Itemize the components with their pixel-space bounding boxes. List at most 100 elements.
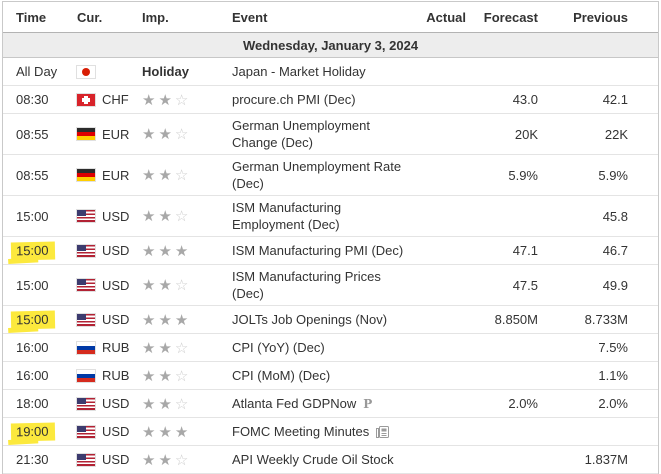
report-icon: [376, 426, 390, 438]
currency-cell: USD: [69, 424, 133, 439]
germany-flag-icon: [77, 169, 95, 181]
event-name-cell[interactable]: ISM Manufacturing Prices (Dec): [219, 265, 418, 305]
currency-cell: USD: [69, 278, 133, 293]
time-cell: 16:00: [3, 340, 69, 355]
forecast-value: 47.5: [512, 277, 538, 293]
holiday-label: Holiday: [142, 64, 189, 79]
time-cell: 15:00: [3, 310, 69, 330]
event-name-cell[interactable]: ISM Manufacturing Employment (Dec): [219, 196, 418, 236]
table-row[interactable]: 08:55 EUR ★★☆ German Unemployment Change…: [3, 114, 658, 155]
event-name[interactable]: Atlanta Fed GDPNow: [232, 395, 357, 411]
importance-cell: ★★☆: [133, 166, 219, 184]
table-row[interactable]: 08:30 CHF ★★☆ procure.ch PMI (Dec) 43.0 …: [3, 86, 658, 114]
event-name[interactable]: German Unemployment Change (Dec): [232, 118, 370, 150]
importance-star-filled-icon: ★: [158, 91, 175, 109]
russia-flag-icon: [77, 341, 95, 354]
event-name-cell[interactable]: API Weekly Crude Oil Stock: [219, 448, 418, 471]
table-row[interactable]: 16:00 RUB ★★☆ CPI (YoY) (Dec) 7.5%: [3, 334, 658, 362]
event-name-cell[interactable]: CPI (MoM) (Dec): [219, 364, 418, 387]
event-name[interactable]: Japan - Market Holiday: [232, 64, 366, 79]
table-row[interactable]: 21:30 USD ★★☆ API Weekly Crude Oil Stock…: [3, 446, 658, 474]
currency-cell: RUB: [69, 340, 133, 355]
event-name-cell[interactable]: procure.ch PMI (Dec): [219, 88, 418, 111]
event-name-cell[interactable]: ISM Manufacturing PMI (Dec): [219, 239, 418, 262]
importance-star-empty-icon: ☆: [174, 126, 192, 143]
event-name[interactable]: ISM Manufacturing PMI (Dec): [232, 243, 404, 258]
previous-value: 1.1%: [598, 368, 628, 383]
importance-star-filled-icon: ★: [142, 451, 159, 469]
event-name[interactable]: procure.ch PMI (Dec): [232, 92, 356, 107]
importance-star-filled-icon: ★: [142, 208, 159, 225]
table-row[interactable]: 15:00 USD ★★★ JOLTs Job Openings (Nov) 8…: [3, 306, 658, 334]
event-name-cell[interactable]: CPI (YoY) (Dec): [219, 336, 418, 359]
event-time: 21:30: [16, 452, 49, 467]
importance-star-filled-icon: ★: [142, 339, 159, 357]
previous-value: 5.9%: [598, 167, 628, 183]
col-header-currency[interactable]: Cur.: [77, 9, 103, 25]
event-name[interactable]: ISM Manufacturing Prices (Dec): [232, 269, 381, 301]
event-name[interactable]: CPI (YoY) (Dec): [232, 340, 325, 355]
us-flag-icon: [77, 453, 95, 466]
event-time-highlighted: 15:00: [10, 241, 55, 261]
importance-star-empty-icon: ☆: [174, 451, 192, 469]
event-name-cell[interactable]: Japan - Market Holiday: [219, 60, 418, 83]
event-name[interactable]: German Unemployment Rate (Dec): [232, 159, 402, 191]
event-time: All Day: [16, 64, 58, 79]
importance-cell: ★★☆: [133, 451, 219, 469]
importance-star-empty-icon: ☆: [174, 339, 192, 357]
event-name[interactable]: ISM Manufacturing Employment (Dec): [232, 200, 342, 232]
importance-star-filled-icon: ★: [142, 367, 159, 385]
event-rows-container: All Day Holiday Japan - Market Holiday 0…: [3, 58, 658, 474]
table-row[interactable]: 15:00 USD ★★★ ISM Manufacturing PMI (Dec…: [3, 237, 658, 265]
col-header-previous[interactable]: Previous: [573, 9, 628, 25]
event-name-cell[interactable]: JOLTs Job Openings (Nov): [219, 308, 418, 331]
previous-value: 45.8: [602, 208, 628, 224]
event-time: 18:00: [16, 396, 49, 411]
us-flag-icon: [77, 244, 95, 257]
table-row[interactable]: 15:00 USD ★★☆ ISM Manufacturing Employme…: [3, 196, 658, 237]
previous-value: 22K: [604, 126, 628, 142]
event-name-cell[interactable]: Atlanta Fed GDPNow P: [219, 392, 418, 416]
table-row[interactable]: 08:55 EUR ★★☆ German Unemployment Rate (…: [3, 155, 658, 196]
table-row[interactable]: 18:00 USD ★★☆ Atlanta Fed GDPNow P 2.0% 2…: [3, 390, 658, 418]
us-flag-icon: [77, 397, 95, 410]
col-header-time[interactable]: Time: [16, 9, 47, 25]
col-header-forecast[interactable]: Forecast: [483, 9, 538, 25]
importance-star-empty-icon: ☆: [174, 395, 192, 413]
event-time: 08:30: [16, 92, 49, 107]
event-name[interactable]: FOMC Meeting Minutes: [232, 424, 370, 439]
event-name[interactable]: JOLTs Job Openings (Nov): [232, 312, 388, 327]
time-cell: All Day: [3, 64, 69, 79]
currency-cell: RUB: [69, 368, 133, 383]
currency-cell: USD: [69, 312, 133, 327]
us-flag-icon: [77, 210, 95, 222]
table-row[interactable]: All Day Holiday Japan - Market Holiday: [3, 58, 658, 86]
event-name-cell[interactable]: FOMC Meeting Minutes: [219, 420, 418, 443]
table-row[interactable]: 19:00 USD ★★★ FOMC Meeting Minutes: [3, 418, 658, 446]
forecast-value: 43.0: [512, 92, 538, 107]
currency-code: EUR: [102, 126, 130, 142]
event-time: 15:00: [16, 208, 49, 224]
col-header-event[interactable]: Event: [232, 9, 268, 25]
importance-cell: ★★★: [133, 423, 219, 441]
event-name[interactable]: API Weekly Crude Oil Stock: [232, 452, 394, 467]
event-time-highlighted: 15:00: [10, 310, 55, 330]
col-header-actual[interactable]: Actual: [426, 9, 466, 25]
importance-star-filled-icon: ★: [142, 395, 159, 413]
time-cell: 08:30: [3, 92, 69, 107]
importance-star-empty-icon: ☆: [174, 277, 192, 294]
table-row[interactable]: 16:00 RUB ★★☆ CPI (MoM) (Dec) 1.1%: [3, 362, 658, 390]
importance-cell: ★★☆: [133, 395, 219, 413]
preliminary-icon: P: [363, 396, 373, 411]
time-cell: 15:00: [3, 278, 69, 293]
event-suffix: [369, 424, 390, 439]
table-header-row: Time Cur. Imp. Event Actual Forecast Pre…: [3, 2, 658, 33]
event-name[interactable]: CPI (MoM) (Dec): [232, 368, 331, 383]
table-row[interactable]: 15:00 USD ★★☆ ISM Manufacturing Prices (…: [3, 265, 658, 306]
previous-value: 49.9: [602, 277, 628, 293]
event-name-cell[interactable]: German Unemployment Change (Dec): [219, 114, 418, 154]
importance-star-filled-icon: ★: [158, 339, 175, 357]
event-name-cell[interactable]: German Unemployment Rate (Dec): [219, 155, 418, 195]
col-header-importance[interactable]: Imp.: [142, 9, 169, 25]
event-time: 08:55: [16, 167, 49, 183]
